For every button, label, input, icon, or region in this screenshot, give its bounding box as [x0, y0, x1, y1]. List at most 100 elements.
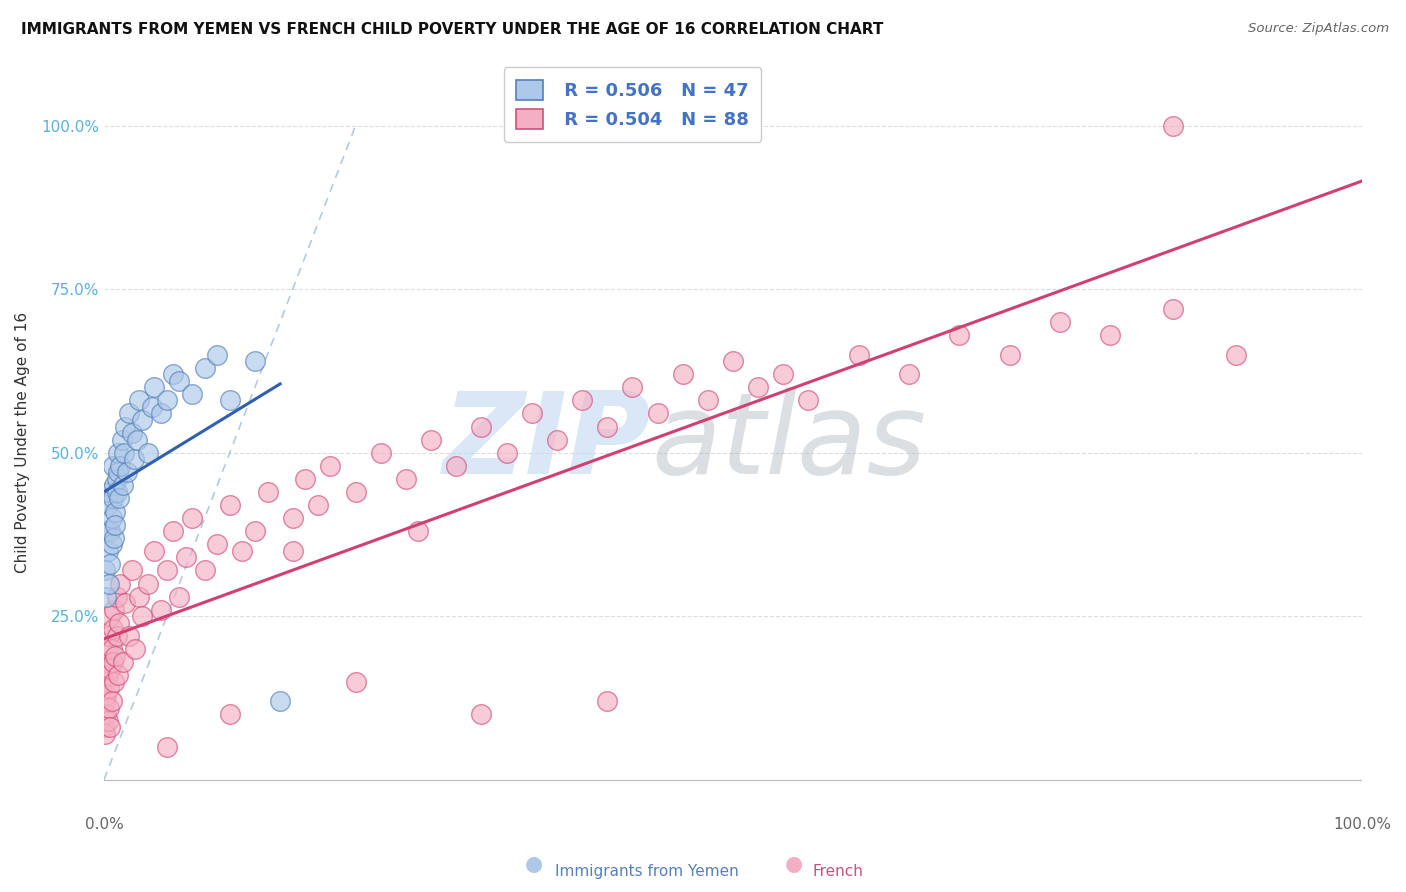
Point — [408, 524, 430, 539]
Point — [104, 648, 127, 663]
Point — [101, 458, 124, 473]
Point — [131, 413, 153, 427]
Point — [621, 380, 644, 394]
Point — [1225, 347, 1247, 361]
Point — [169, 590, 191, 604]
Point — [101, 623, 124, 637]
Point — [218, 393, 240, 408]
Point — [121, 426, 143, 441]
Point — [94, 727, 117, 741]
Point — [111, 478, 134, 492]
Point — [115, 466, 138, 480]
Point — [103, 674, 125, 689]
Point — [948, 327, 970, 342]
Point — [395, 472, 418, 486]
Text: atlas: atlas — [651, 387, 927, 499]
Point — [96, 590, 118, 604]
Point — [103, 478, 125, 492]
Point — [647, 407, 669, 421]
Point — [98, 681, 121, 696]
Point — [1099, 327, 1122, 342]
Text: French: French — [813, 863, 863, 879]
Y-axis label: Child Poverty Under the Age of 16: Child Poverty Under the Age of 16 — [15, 312, 30, 574]
Point — [136, 446, 159, 460]
Point — [344, 674, 367, 689]
Point — [898, 367, 921, 381]
Point — [121, 564, 143, 578]
Point — [218, 707, 240, 722]
Point — [143, 380, 166, 394]
Text: IMMIGRANTS FROM YEMEN VS FRENCH CHILD POVERTY UNDER THE AGE OF 16 CORRELATION CH: IMMIGRANTS FROM YEMEN VS FRENCH CHILD PO… — [21, 22, 883, 37]
Point — [747, 380, 769, 394]
Point — [772, 367, 794, 381]
Point — [194, 564, 217, 578]
Point — [107, 668, 129, 682]
Point — [105, 590, 128, 604]
Point — [111, 655, 134, 669]
Point — [94, 694, 117, 708]
Point — [110, 433, 132, 447]
Point — [97, 714, 120, 728]
Point — [281, 544, 304, 558]
Point — [546, 433, 568, 447]
Point — [96, 655, 118, 669]
Point — [281, 511, 304, 525]
Point — [205, 347, 228, 361]
Text: ZIP: ZIP — [443, 387, 651, 499]
Point — [162, 524, 184, 539]
Point — [118, 629, 141, 643]
Point — [495, 446, 517, 460]
Point — [98, 609, 121, 624]
Point — [1049, 315, 1071, 329]
Point — [1161, 119, 1184, 133]
Point — [218, 498, 240, 512]
Text: Immigrants from Yemen: Immigrants from Yemen — [555, 863, 740, 879]
Point — [96, 707, 118, 722]
Point — [470, 419, 492, 434]
Point — [243, 354, 266, 368]
Point — [100, 694, 122, 708]
Point — [243, 524, 266, 539]
Point — [105, 485, 128, 500]
Text: ●: ● — [786, 855, 803, 874]
Point — [98, 485, 121, 500]
Point — [100, 537, 122, 551]
Point — [319, 458, 342, 473]
Point — [128, 393, 150, 408]
Point — [103, 603, 125, 617]
Point — [98, 629, 121, 643]
Point — [101, 491, 124, 506]
Point — [98, 557, 121, 571]
Point — [672, 367, 695, 381]
Point — [98, 721, 121, 735]
Point — [103, 531, 125, 545]
Point — [112, 446, 135, 460]
Point — [269, 694, 291, 708]
Point — [596, 694, 619, 708]
Point — [96, 524, 118, 539]
Point — [470, 707, 492, 722]
Point — [100, 511, 122, 525]
Point — [141, 400, 163, 414]
Point — [596, 419, 619, 434]
Point — [156, 740, 179, 755]
Point — [149, 603, 172, 617]
Point — [94, 564, 117, 578]
Point — [125, 433, 148, 447]
Point — [444, 458, 467, 473]
Point — [93, 721, 115, 735]
Point — [156, 564, 179, 578]
Point — [98, 662, 121, 676]
Point — [105, 629, 128, 643]
Point — [104, 505, 127, 519]
Point — [174, 550, 197, 565]
Point — [181, 386, 204, 401]
Point — [1161, 301, 1184, 316]
Point — [128, 590, 150, 604]
Point — [98, 701, 121, 715]
Point — [205, 537, 228, 551]
Point — [797, 393, 820, 408]
Point — [104, 517, 127, 532]
Point — [520, 407, 543, 421]
Point — [97, 498, 120, 512]
